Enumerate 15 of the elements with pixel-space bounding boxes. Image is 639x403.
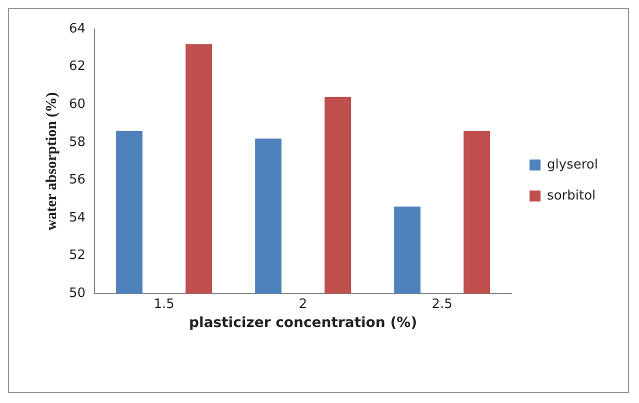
x-tick-label: 2.5 [432,296,452,312]
x-tick-label: 1.5 [154,296,174,312]
legend-label: glyserol [547,157,598,172]
y-tick-label: 56 [68,172,86,188]
y-tick-label: 54 [68,210,86,226]
y-tick-label: 64 [68,21,86,36]
x-axis-title: plasticizer concentration (%) [189,315,418,332]
y-tick-label: 52 [68,248,86,264]
y-tick-label: 62 [68,59,86,74]
x-tick-label: 2 [298,296,308,312]
y-axis-title: water absorption (%) [44,92,60,230]
y-tick-label: 50 [68,286,86,301]
legend-label: sorbitol [547,188,596,204]
y-tick-label: 60 [68,96,86,112]
y-tick-label: 58 [68,134,86,150]
